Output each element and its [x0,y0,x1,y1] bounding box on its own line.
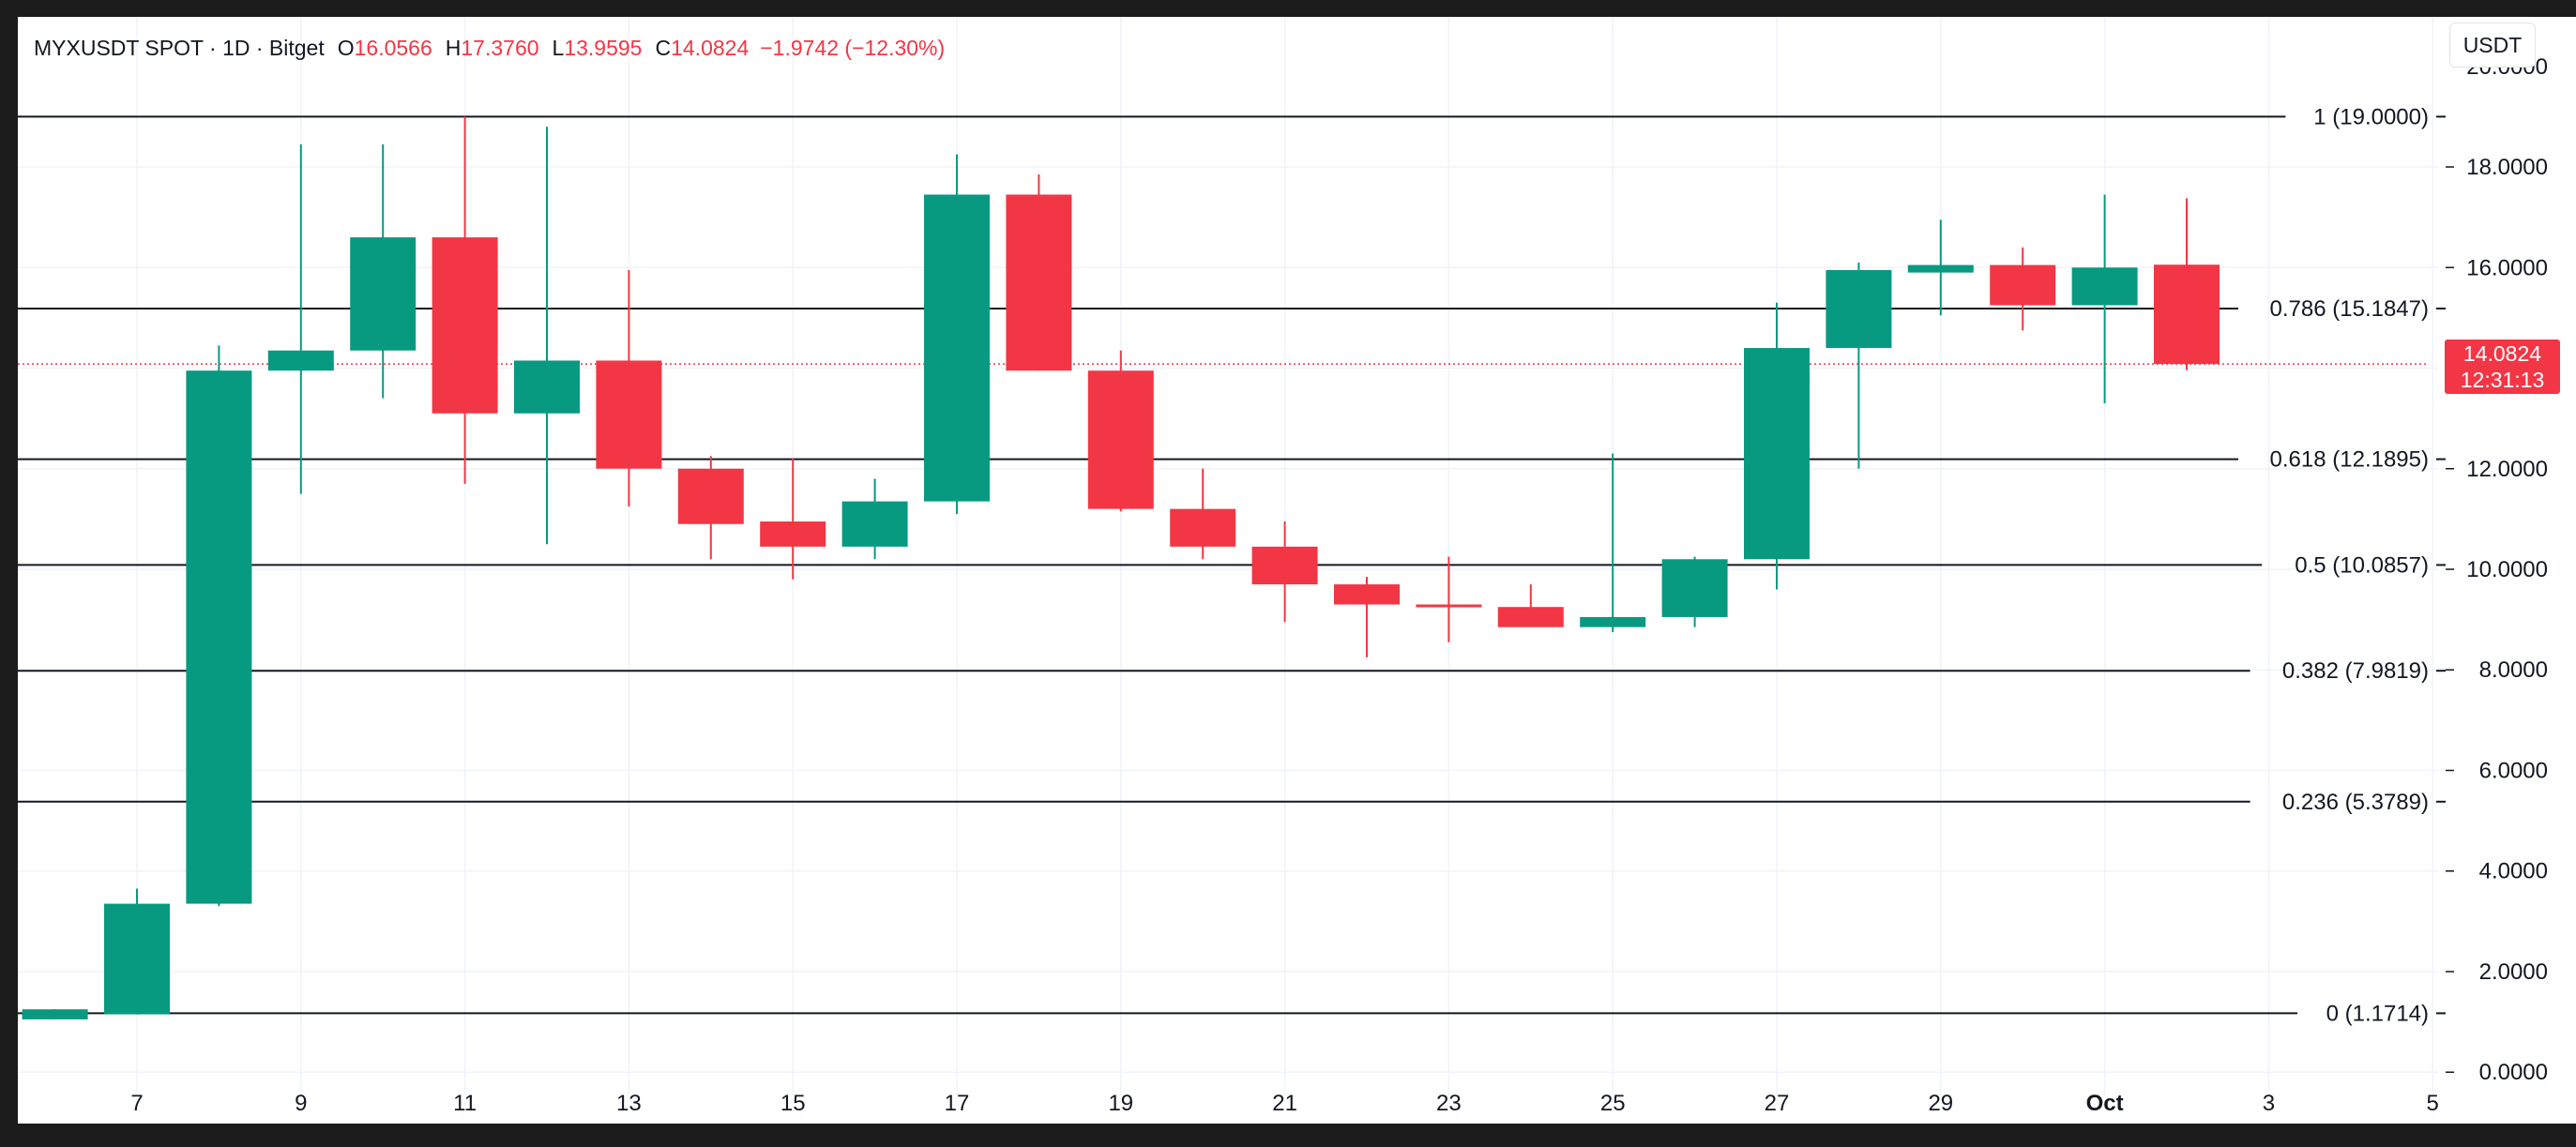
fib-level-label: 0 (1.1714) [2326,1001,2429,1026]
candle-body-up [1661,559,1728,617]
candle-body-up [841,501,908,547]
x-tick-label: 17 [945,1091,970,1116]
x-tick-label: 15 [780,1091,806,1116]
x-tick-label: 19 [1108,1091,1133,1116]
candle-body-up [104,903,170,1015]
candle-body-down [1334,584,1400,605]
candle-body-down [677,468,744,524]
candle-body-down [1006,194,1072,371]
candle-body-down [596,360,662,469]
candle-body-up [1580,616,1646,627]
x-tick-label: 21 [1272,1091,1297,1116]
fib-level-label: 0.382 (7.9819) [2282,658,2429,684]
bottom-border [0,1124,2576,1147]
x-tick-label: 29 [1928,1091,1953,1116]
candle-body-down [1087,370,1154,509]
grid-lines [18,17,2438,1095]
fib-level-label: 0.5 (10.0857) [2295,552,2429,578]
candle-body-up [186,370,252,904]
low-value: 13.9595 [564,36,643,60]
last-price-tag: 14.0824 12:31:13 [2445,340,2560,395]
candle-body-up [350,237,417,351]
candles [22,116,2220,1019]
candle-body-down [1170,508,1236,547]
candle-body-down [432,237,498,414]
candle-body-down [1990,264,2056,306]
y-tick-label: 18.0000 [2466,155,2548,180]
close-value: 14.0824 [671,36,750,60]
chart-panel[interactable]: 1 (19.0000) 0.786 (15.1847) 0.618 (12.1895… [18,17,2576,1124]
candle-body-up [1826,269,1892,349]
candle-body-down [2154,264,2220,365]
y-tick-label: 0.0000 [2479,1060,2548,1085]
x-tick-label: 27 [1765,1091,1790,1116]
high-value: 17.3760 [461,36,539,60]
x-tick-label: 25 [1600,1091,1626,1116]
candle-body-down [1497,607,1564,627]
y-tick-label: 8.0000 [2479,657,2548,683]
fib-level-label: 0.618 (12.1895) [2270,447,2429,473]
close-label: C [655,36,672,60]
candle-body-down [760,521,826,547]
y-tick-label: 6.0000 [2479,758,2548,783]
candle-body-up [514,360,580,414]
open-label: O [337,36,355,60]
fib-level-label: 0.236 (5.3789) [2282,790,2429,815]
currency-button[interactable]: USDT [2449,23,2536,68]
x-tick-label: 3 [2263,1091,2275,1116]
x-tick-label: 11 [453,1091,477,1116]
symbol-header: MYXUSDT SPOT · 1D · Bitget O16.0566 H17.37… [34,36,945,61]
symbol-title: MYXUSDT SPOT · 1D · Bitget [34,36,325,60]
time-axis[interactable]: 7 9 11 13 15 17 19 21 23 25 27 29 Oct 3 5 [130,1091,2439,1116]
candle-body-down [1416,604,1482,608]
y-tick-label: 16.0000 [2466,255,2548,280]
x-tick-label: 5 [2427,1091,2439,1116]
open-value: 16.0566 [354,36,432,60]
x-tick-label: 13 [616,1091,642,1116]
fib-level-label: 0.786 (15.1847) [2270,296,2429,322]
bar-countdown: 12:31:13 [2460,368,2545,393]
candlestick-chart[interactable]: 1 (19.0000) 0.786 (15.1847) 0.618 (12.1895… [18,17,2576,1124]
y-tick-label: 4.0000 [2479,859,2548,884]
x-tick-label: Oct [2086,1091,2124,1116]
candle-body-up [924,194,990,502]
last-price-value: 14.0824 [2462,341,2542,367]
low-label: L [552,36,565,60]
y-tick-label: 2.0000 [2479,959,2548,985]
price-change: −1.9742 (−12.30%) [760,36,946,60]
high-label: H [445,36,462,60]
candle-body-down [1251,546,1318,585]
fib-level-label: 1 (19.0000) [2313,104,2429,129]
candle-body-up [2071,267,2138,306]
price-axis[interactable]: 0.0000 2.0000 4.0000 6.0000 8.0000 10.0000 12.… [2446,54,2548,1085]
candle-body-up [267,350,334,371]
y-tick-label: 10.0000 [2466,557,2548,582]
candle-body-up [22,1009,88,1019]
x-tick-label: 7 [130,1091,143,1116]
fibonacci-levels: 1 (19.0000) 0.786 (15.1847) 0.618 (12.1895… [18,104,2446,1026]
x-tick-label: 9 [295,1091,307,1116]
x-tick-label: 23 [1436,1091,1462,1116]
candle-body-up [1744,348,1810,560]
y-tick-label: 12.0000 [2466,457,2548,482]
candle-body-up [1907,264,1974,273]
